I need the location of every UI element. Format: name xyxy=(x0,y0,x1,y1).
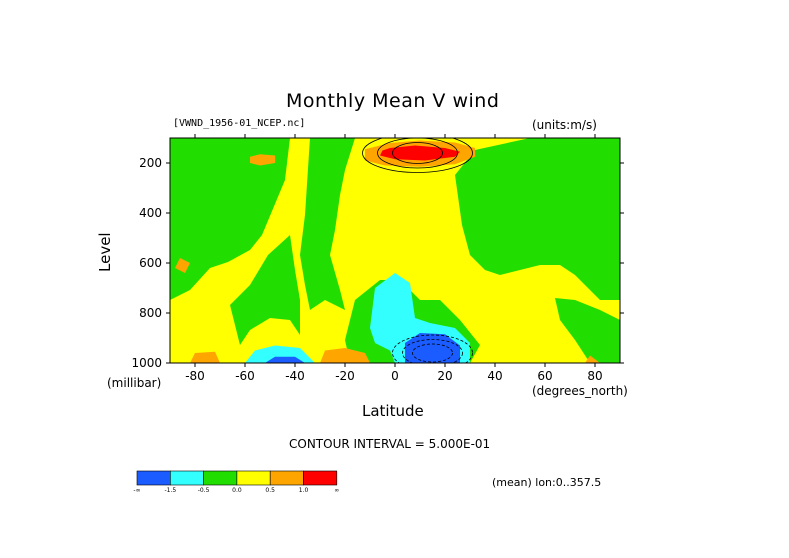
contour-line-negative xyxy=(392,334,473,363)
region-pos-low2 xyxy=(190,351,220,363)
chart-title: Monthly Mean V wind xyxy=(286,90,500,112)
x-tick-label: -40 xyxy=(285,369,305,383)
colorbar-swatch xyxy=(136,470,171,486)
x-axis-units: (degrees_north) xyxy=(532,384,628,398)
colorbar-label: 0.0 xyxy=(232,487,242,494)
y-tick-label: 1000 xyxy=(131,356,162,370)
y-axis-units: (millibar) xyxy=(107,376,162,390)
green-region-east-lower xyxy=(555,298,620,363)
x-axis-label: Latitude xyxy=(362,402,424,420)
contour-line-positive xyxy=(392,142,443,164)
region-pos-low4 xyxy=(585,355,600,363)
colorbar-label: 1.0 xyxy=(299,487,309,494)
region-neg-strong xyxy=(405,333,460,363)
x-tick-label: -20 xyxy=(335,369,355,383)
region-pos-strong xyxy=(380,145,460,161)
x-tick-label: 0 xyxy=(391,369,399,383)
region-pos-small1 xyxy=(250,154,275,166)
dataset-label: [VWND_1956-01_NCEP.nc] xyxy=(173,118,306,129)
green-region-west xyxy=(170,138,290,300)
contour-line-positive xyxy=(362,138,473,173)
plot-area xyxy=(170,138,620,363)
green-region-central xyxy=(300,138,355,310)
colorbar-label: 0.5 xyxy=(265,487,275,494)
contour-line-negative xyxy=(412,343,453,363)
y-axis-label: Level xyxy=(96,232,114,272)
green-region-east xyxy=(455,138,620,300)
y-tick-label: 200 xyxy=(139,156,162,170)
region-pos-low3 xyxy=(175,258,190,273)
colorbar-swatch xyxy=(203,470,238,486)
contour-line-positive xyxy=(377,138,458,169)
units-label: (units:m/s) xyxy=(532,118,597,132)
x-tick-label: -80 xyxy=(185,369,205,383)
colorbar-label: -0.5 xyxy=(198,487,210,494)
colorbar-label: ∞ xyxy=(334,487,339,494)
green-region-southwest xyxy=(230,235,300,345)
y-tick-label: 600 xyxy=(139,256,162,270)
x-tick-label: 40 xyxy=(487,369,502,383)
region-neg-strong2 xyxy=(265,356,305,363)
contour-interval-note: CONTOUR INTERVAL = 5.000E-01 xyxy=(289,437,491,451)
colorbar-swatch xyxy=(170,470,204,486)
colorbar-label: -1.5 xyxy=(164,487,176,494)
x-tick-label: 60 xyxy=(537,369,552,383)
colorbar-swatch xyxy=(303,470,338,486)
mean-longitude-note: (mean) lon:0..357.5 xyxy=(492,476,602,489)
x-tick-label: 20 xyxy=(437,369,452,383)
x-tick-label: -60 xyxy=(235,369,255,383)
x-tick-label: 80 xyxy=(587,369,602,383)
colorbar-label: -∞ xyxy=(133,487,140,494)
colorbar-swatch xyxy=(269,470,304,486)
colorbar: -∞ -1.5 -0.5 0.0 0.5 1.0 ∞ xyxy=(133,470,339,494)
y-tick-label: 400 xyxy=(139,206,162,220)
region-pos-low1 xyxy=(320,348,370,363)
colorbar-swatch xyxy=(236,470,271,486)
contour-line-negative xyxy=(402,339,463,363)
y-tick-label: 800 xyxy=(139,306,162,320)
